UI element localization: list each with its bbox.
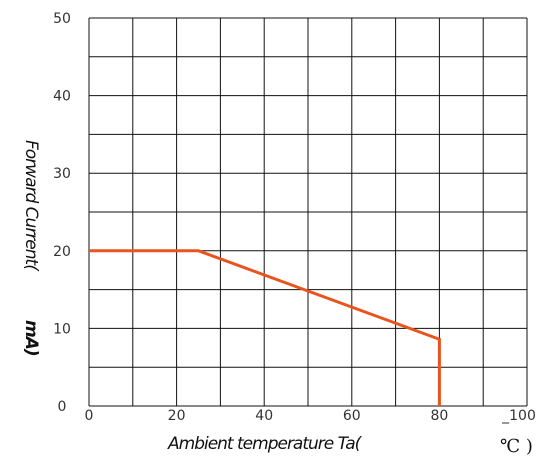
x-axis-label: Ambient temperature Ta( — [167, 434, 363, 454]
x-tick-label: 80 — [430, 408, 448, 424]
series-layer — [89, 249, 441, 406]
x-tick-label: 0 — [85, 408, 94, 424]
x-tick-label: 20 — [168, 408, 186, 424]
derating-curve — [89, 249, 441, 406]
y-tick-label: 50 — [53, 11, 71, 27]
y-axis-label: Forward Current( — [21, 140, 41, 272]
x-axis-unit: ℃ ) — [500, 436, 533, 457]
y-axis-unit: mA) — [21, 320, 41, 356]
y-tick-labels: 0 10 20 30 40 50 — [53, 11, 71, 415]
y-tick-label: 40 — [53, 89, 71, 105]
x-tick-label: _100 — [501, 408, 536, 424]
x-tick-label: 40 — [255, 408, 273, 424]
y-tick-label: 20 — [53, 244, 71, 260]
x-tick-label: 60 — [343, 408, 361, 424]
grid-lines — [88, 17, 528, 407]
y-tick-label: 10 — [53, 321, 71, 337]
y-tick-label: 0 — [58, 399, 67, 415]
y-tick-label: 30 — [53, 166, 71, 182]
x-tick-labels: 0 20 40 60 80 _100 — [85, 408, 536, 424]
